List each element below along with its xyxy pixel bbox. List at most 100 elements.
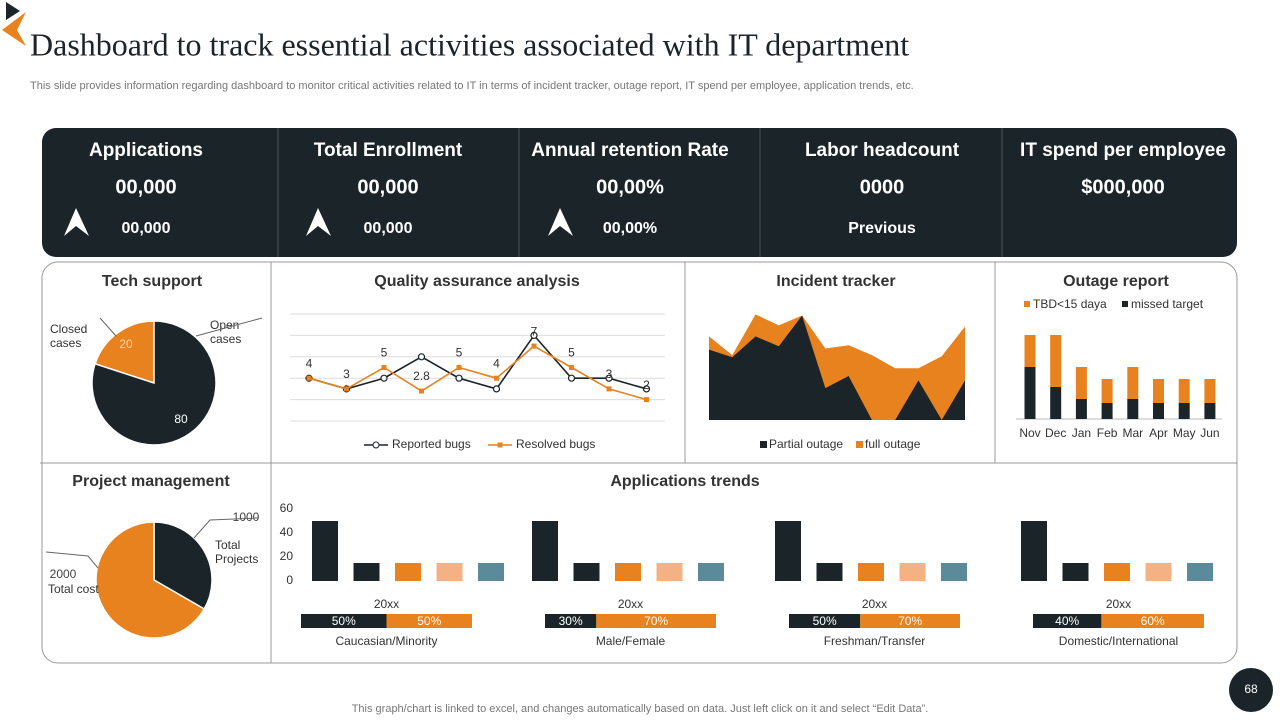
data-label: 4 [306, 356, 313, 370]
up-arrow-icon [306, 208, 331, 236]
y-tick-label: 40 [280, 525, 294, 539]
chart-title: Quality assurance analysis [374, 273, 580, 290]
bar [1104, 563, 1130, 581]
pie-value-label: 80 [174, 412, 188, 426]
kpi-title: IT spend per employee [1020, 140, 1226, 161]
bar [478, 563, 504, 581]
bar [656, 563, 683, 581]
leader-line [193, 517, 259, 539]
pie-slice [91, 320, 217, 446]
area-series [709, 315, 965, 420]
line-marker [417, 353, 426, 361]
x-tick-label: 20xx [862, 597, 887, 611]
bar-segment [1153, 403, 1164, 419]
bar-segment [1178, 403, 1190, 419]
pie-category-label-box: Total Projects [215, 538, 259, 566]
split-label: 40% [1055, 614, 1079, 628]
pie-value-label: 20 [119, 337, 133, 351]
chart-title: Incident tracker [776, 273, 895, 290]
legend-swatch [1122, 301, 1128, 307]
kpi-title: Labor headcount [805, 140, 960, 161]
legend-marker [497, 442, 503, 448]
legend-swatch [856, 441, 863, 448]
line-marker [344, 386, 349, 392]
data-label: 5 [568, 346, 575, 360]
bar-segment [1024, 335, 1036, 367]
y-tick-label: 0 [286, 573, 293, 587]
y-tick-label: 60 [280, 501, 294, 515]
split-bar [789, 614, 861, 628]
kpi-sub: 00,000 [364, 220, 413, 237]
bar [775, 521, 801, 581]
data-label: 2 [643, 378, 650, 392]
bar-segment [1127, 399, 1139, 419]
x-tick-label: 20xx [1106, 597, 1131, 611]
bar-segment [1050, 335, 1062, 387]
up-arrow-icon [548, 208, 573, 236]
bar [941, 563, 967, 581]
split-category: Freshman/Transfer [824, 634, 926, 648]
line-marker [381, 365, 387, 370]
bar-segment [1178, 379, 1190, 403]
split-bar [301, 614, 387, 628]
bar [615, 563, 641, 581]
logo-mark [6, 2, 20, 20]
bar-segment [1024, 367, 1036, 419]
bar-segment [1127, 367, 1139, 399]
x-tick-label: Jun [1200, 426, 1219, 440]
legend-label: TBD<15 daya [1033, 297, 1107, 311]
split-bar [386, 614, 472, 628]
kpi-sub: 00,00% [603, 220, 657, 237]
kpi-value: 00,000 [357, 176, 418, 198]
bar [816, 563, 843, 581]
line-marker [642, 385, 651, 393]
bar [1187, 563, 1213, 581]
kpi-title: Total Enrollment [314, 140, 463, 161]
kpi-sub: 00,000 [122, 220, 171, 237]
split-label: 70% [644, 614, 668, 628]
leader-line [195, 317, 263, 337]
page-number: 68 [1244, 682, 1258, 696]
bar [573, 563, 600, 581]
split-bar [596, 614, 716, 628]
pie-slice [94, 320, 155, 385]
pie-slice [153, 521, 213, 611]
slide-title: Dashboard to track essential activities … [30, 26, 909, 62]
line-marker [306, 375, 312, 381]
x-tick-label: May [1173, 426, 1196, 440]
x-tick-label: Nov [1019, 426, 1040, 440]
pie-category-label-box: Total cost [48, 582, 99, 596]
kpi-panel [42, 128, 1237, 257]
chart-title: Tech support [102, 273, 203, 290]
bar [1021, 521, 1047, 581]
kpi-value: 00,00% [596, 176, 664, 198]
pie-category-label-box: Closed cases [50, 322, 87, 350]
pie-slice [95, 521, 206, 639]
chart-title: Outage report [1063, 273, 1169, 290]
bar [1062, 563, 1089, 581]
x-tick-label: 20xx [374, 597, 399, 611]
split-label: 30% [559, 614, 583, 628]
line-marker [419, 388, 424, 394]
bar [436, 563, 463, 581]
data-label: 5 [456, 346, 463, 360]
x-tick-label: Dec [1045, 426, 1066, 440]
split-category: Caucasian/Minority [335, 634, 437, 648]
pie-category-label: Total Projects [215, 538, 259, 566]
split-category: Domestic/International [1059, 634, 1178, 648]
bar-segment [1153, 379, 1164, 403]
footer-note: This graph/chart is linked to excel, and… [352, 703, 929, 715]
bar-segment [1075, 399, 1087, 419]
kpi-value: 00,000 [115, 176, 176, 198]
x-tick-label: 20xx [618, 597, 643, 611]
kpi-title: Applications [89, 140, 203, 161]
bar [1145, 563, 1172, 581]
split-label: 60% [1141, 614, 1165, 628]
data-label: 5 [381, 346, 388, 360]
data-label: 3 [606, 367, 613, 381]
bar-segment [1101, 379, 1113, 403]
line-marker [644, 397, 649, 403]
bar-segment [1204, 379, 1216, 403]
pie-value-label: 2000 [50, 567, 77, 581]
